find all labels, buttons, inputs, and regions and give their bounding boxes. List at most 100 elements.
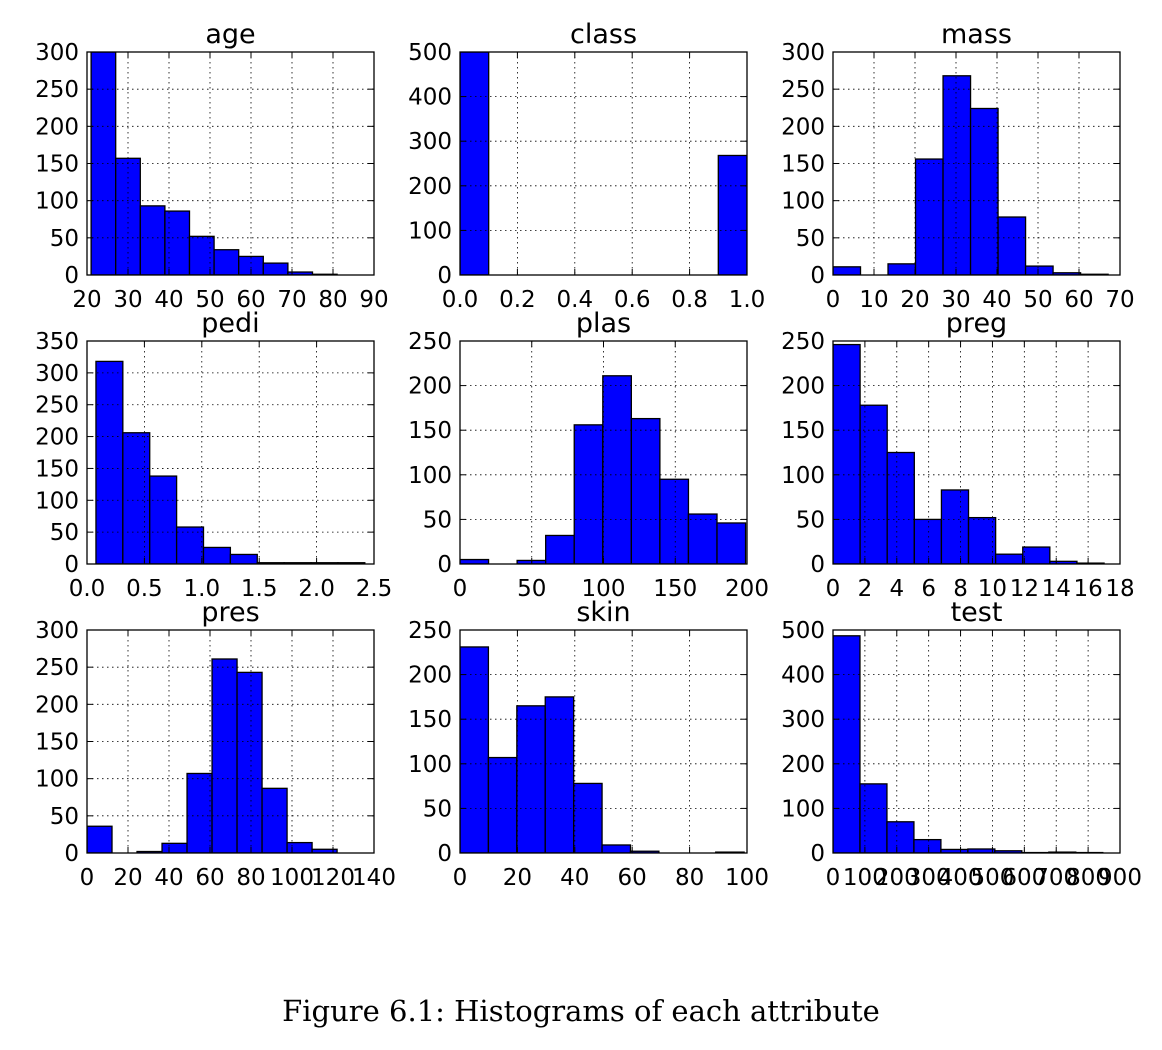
bar (164, 210, 191, 275)
bars-pedi (95, 360, 366, 564)
y-tick-label: 200 (35, 692, 79, 718)
bar (95, 360, 124, 564)
bars-mass (833, 75, 1109, 275)
x-tick-label: 200 (725, 576, 769, 602)
x-tick-label: 8 (953, 576, 968, 602)
x-tick-label: 0.4 (557, 287, 594, 313)
bar (149, 475, 178, 564)
bar (997, 216, 1027, 275)
x-tick-label: 70 (277, 287, 306, 313)
y-tick-label: 250 (35, 393, 79, 419)
y-tick-label: 200 (408, 174, 452, 200)
x-tick-label: 0.5 (126, 576, 163, 602)
x-tick-label: 100 (582, 576, 626, 602)
y-tick-label: 200 (781, 114, 825, 140)
x-tick-label: 0.0 (442, 287, 479, 313)
y-tick-label: 100 (408, 752, 452, 778)
bar (122, 432, 151, 564)
y-tick-label: 150 (35, 730, 79, 756)
bar (913, 838, 942, 853)
chart-title: skin (576, 597, 630, 628)
y-tick-label: 300 (35, 618, 79, 644)
bar (1024, 265, 1054, 275)
x-tick-label: 1.5 (241, 576, 278, 602)
y-tick-label: 200 (781, 374, 825, 400)
bar (460, 646, 490, 853)
x-tick-label: 0 (80, 865, 95, 891)
histogram-test: 0 100200300400500600700800900010020030040… (781, 597, 1142, 891)
y-tick-label: 50 (50, 804, 79, 830)
x-tick-label: 50 (517, 576, 546, 602)
bar (175, 526, 205, 564)
bars-class (460, 52, 747, 275)
y-tick-label: 50 (423, 507, 452, 533)
x-tick-label: 50 (1023, 287, 1052, 313)
bar (287, 271, 314, 275)
y-tick-label: 100 (781, 796, 825, 822)
bar (261, 787, 288, 853)
bar (460, 558, 490, 564)
x-tick-label: 60 (1064, 287, 1093, 313)
x-tick-label: 400 (939, 865, 983, 891)
chart-title: age (205, 19, 255, 50)
y-tick-label: 50 (796, 507, 825, 533)
histogram-skin: 0 20 40 60 80 100 0 50 100 150 200 250 skin (408, 597, 769, 891)
bar (202, 546, 232, 564)
x-tick-label: 1.0 (184, 576, 221, 602)
plot-frame (832, 340, 1121, 565)
x-tick-label: 150 (653, 576, 697, 602)
x-tick-label: 12 (1010, 576, 1039, 602)
x-tick-label: 200 (875, 865, 919, 891)
y-tick-label: 100 (35, 488, 79, 514)
bar (716, 522, 747, 564)
x-tick-label: 20 (113, 865, 142, 891)
y-tick-label: 500 (781, 618, 825, 644)
histogram-mass: 0 10 20 30 40 50 60 70 0 50 100 150 200 250 300 mass (781, 19, 1135, 313)
x-tick-label: 4 (889, 576, 904, 602)
y-tick-label: 0 (64, 552, 79, 578)
y-tick-label: 250 (35, 655, 79, 681)
chart-title: preg (946, 308, 1007, 339)
x-tick-label: 80 (318, 287, 347, 313)
x-tick-label: 50 (195, 287, 224, 313)
y-tick-label: 50 (423, 796, 452, 822)
y-tick-label: 250 (35, 77, 79, 103)
x-tick-label: 100 (725, 865, 769, 891)
x-tick-label: 10 (859, 287, 888, 313)
plot-frame (459, 51, 748, 276)
x-tick-label: 30 (941, 287, 970, 313)
bar (139, 205, 166, 275)
y-tick-label: 150 (408, 418, 452, 444)
x-tick-label: 20 (72, 287, 101, 313)
bar (994, 850, 1023, 853)
x-tick-label: 900 (1098, 865, 1142, 891)
x-tick-label: 0 (453, 865, 468, 891)
bar (687, 513, 718, 564)
chart-title: mass (941, 19, 1012, 50)
bars-age (90, 52, 338, 275)
x-tick-label: 0 (453, 576, 468, 602)
bar (601, 844, 632, 853)
x-tick-label: 500 (970, 865, 1014, 891)
histogram-class: 0.0 0.2 0.4 0.6 0.8 1.0 0 100 200 300 400 500 class (408, 19, 765, 313)
x-tick-label: 60 (236, 287, 265, 313)
bar (833, 635, 861, 853)
bar (236, 671, 263, 853)
figure-caption: Figure 6.1: Histograms of each attribute (282, 994, 880, 1028)
y-tick-label: 100 (408, 218, 452, 244)
y-tick-label: 300 (35, 361, 79, 387)
bar (913, 518, 943, 564)
x-tick-label: 2.5 (356, 576, 393, 602)
x-tick-label: 20 (503, 865, 532, 891)
y-tick-label: 50 (50, 226, 79, 252)
x-tick-label: 0.6 (614, 287, 651, 313)
y-tick-label: 150 (35, 152, 79, 178)
y-tick-label: 0 (437, 263, 452, 289)
x-tick-label: 100 (843, 865, 887, 891)
bar (602, 375, 632, 564)
bar (969, 107, 999, 275)
y-tick-label: 250 (781, 329, 825, 355)
x-tick-label: 6 (921, 576, 936, 602)
